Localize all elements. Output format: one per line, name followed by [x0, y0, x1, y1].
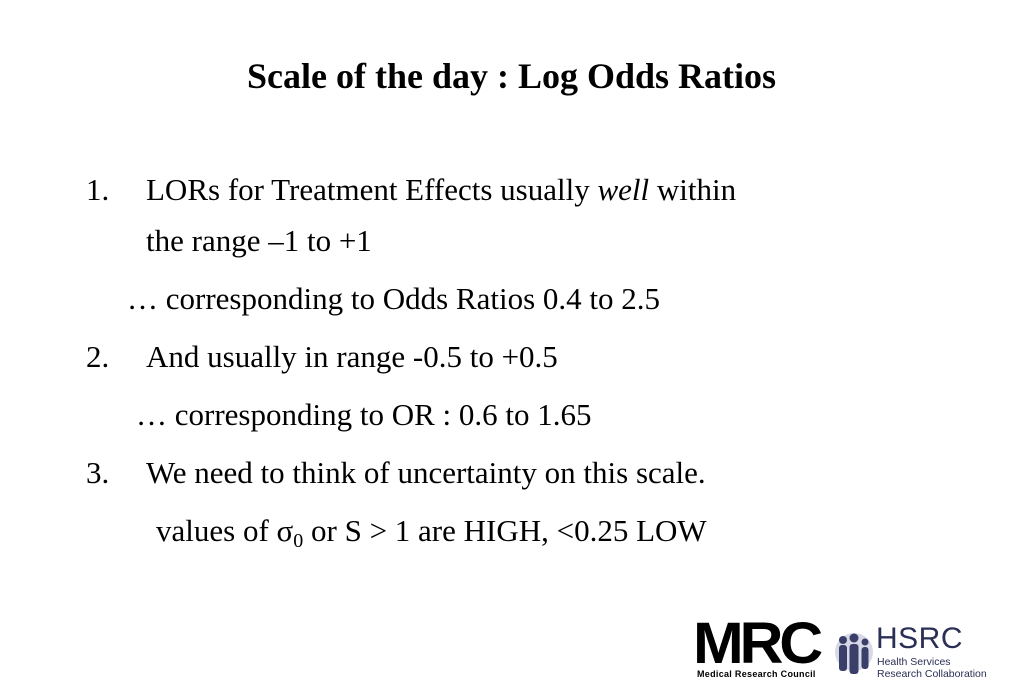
mrc-logo-subtitle: Medical Research Council — [697, 669, 816, 679]
item-3-line-1: We need to think of uncertainty on this … — [146, 455, 706, 490]
sub-line-3: values of σ0 or S > 1 are HIGH, <0.25 LO… — [156, 513, 707, 551]
item-2-line-1: And usually in range -0.5 to +0.5 — [146, 339, 558, 374]
sub-line-1: … corresponding to Odds Ratios 0.4 to 2.… — [127, 281, 660, 316]
item-1-line-1: LORs for Treatment Effects usually well … — [146, 174, 736, 205]
hsrc-line-2: Research Collaboration — [877, 668, 987, 680]
item-1-emphasis: well — [597, 172, 650, 207]
mrc-logo: MRC — [693, 611, 823, 676]
logo-area: MRC Medical Research Council HSRC Health… — [693, 611, 993, 682]
item-1-number: 1. — [86, 172, 110, 207]
sigma-subscript: 0 — [293, 530, 304, 552]
sigma-symbol: σ — [276, 513, 294, 548]
sub-line-2: … corresponding to OR : 0.6 to 1.65 — [136, 397, 592, 432]
item-3-number: 3. — [86, 455, 110, 490]
item-1-line-2: the range –1 to +1 — [146, 223, 372, 258]
sub-3-prefix: values of — [156, 513, 277, 548]
hsrc-line-1: Health Services — [877, 656, 951, 668]
people-icon — [835, 633, 873, 674]
item-2-number: 2. — [86, 339, 110, 374]
sub-3-suffix: or S > 1 are HIGH, <0.25 LOW — [303, 513, 707, 548]
hsrc-logo: HSRC — [876, 622, 964, 655]
item-1-text-a: LORs for Treatment Effects usually — [146, 172, 598, 207]
item-1-text-b: within — [649, 172, 737, 207]
slide-title: Scale of the day : Log Odds Ratios — [246, 56, 777, 96]
